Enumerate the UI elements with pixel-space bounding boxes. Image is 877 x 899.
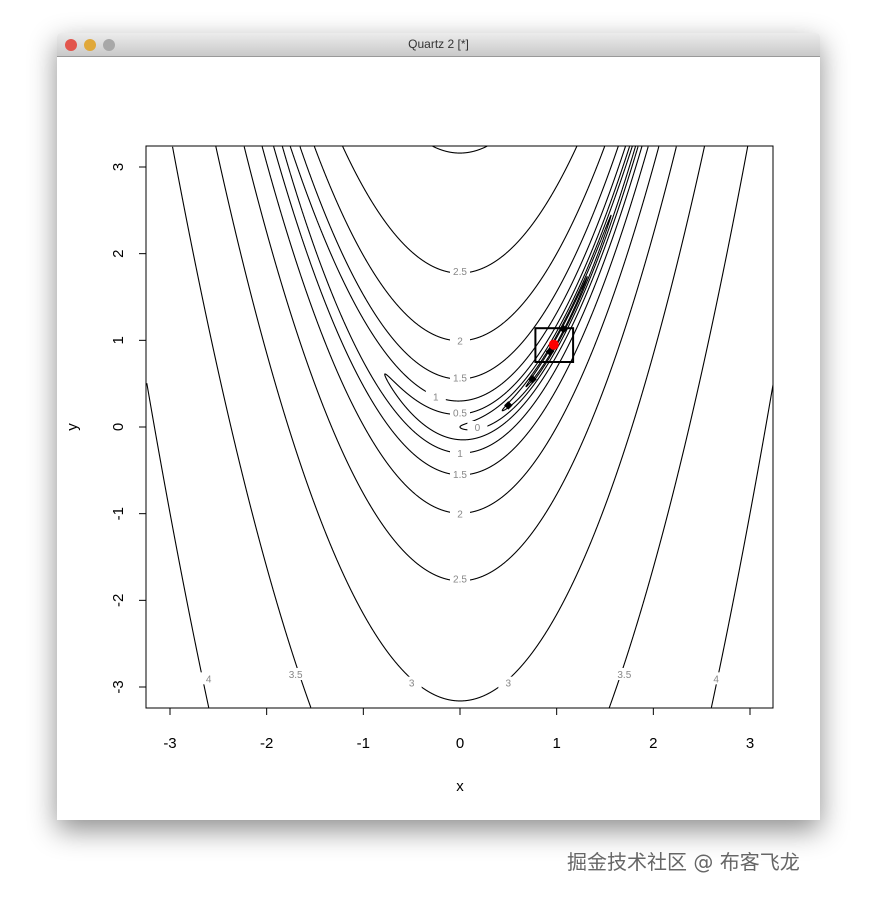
quartz-window: Quartz 2 [*] [57, 33, 820, 820]
x-tick-label: 3 [746, 735, 754, 752]
contour-label: 3.5 [617, 670, 631, 681]
contour-line [172, 146, 749, 708]
contour-label-bg [450, 264, 470, 277]
watermark: 掘金技术社区 @ 布客飞龙 [567, 850, 800, 874]
y-tick-label: 0 [110, 423, 127, 431]
contour-label-bg [706, 672, 727, 685]
path-point [528, 375, 537, 384]
y-tick-label: 2 [110, 249, 127, 257]
contour-label-bg [450, 334, 470, 347]
path-point [545, 347, 555, 356]
x-tick-label: 1 [552, 735, 560, 752]
contour-line [215, 146, 706, 702]
contour-label-bg [401, 676, 422, 689]
title-bar: Quartz 2 [*] [57, 33, 820, 57]
contour-label-bg [450, 371, 470, 384]
contour-label: 1.5 [453, 470, 467, 481]
contour-label: 3 [506, 679, 512, 690]
contour-label: 2.5 [453, 575, 467, 586]
contour-label-bg [614, 668, 635, 681]
contour-label: 0.5 [453, 408, 467, 419]
contour-label: 3.5 [289, 670, 303, 681]
contour-line [459, 146, 637, 431]
y-tick-label: 1 [110, 336, 127, 344]
y-tick-label: -2 [110, 594, 127, 607]
window-title: Quartz 2 [*] [408, 37, 469, 51]
contour-label: 4 [713, 674, 719, 685]
contour-label-bg [450, 406, 470, 419]
contour-label: 2 [457, 510, 463, 521]
contour-label: 2.5 [453, 267, 467, 278]
minimize-button[interactable] [84, 39, 96, 51]
highlight-box [534, 327, 575, 363]
x-tick-label: -3 [163, 735, 176, 752]
x-tick-label: -1 [357, 735, 370, 752]
x-tick-label: 0 [456, 735, 464, 752]
contour-label: 1.5 [453, 374, 467, 385]
y-tick-label: -3 [110, 680, 127, 693]
x-axis-label: x [456, 778, 464, 795]
contour-line [501, 214, 612, 412]
contour-line [384, 146, 639, 441]
y-axis-label: y [64, 423, 81, 431]
contour-label: 1 [457, 449, 463, 460]
y-tick-label: -1 [110, 507, 127, 520]
contour-label-bg [467, 421, 488, 433]
contour-label-bg [425, 390, 446, 403]
contour-label: 2 [457, 336, 463, 347]
path-point [504, 401, 513, 410]
optimum-point [548, 339, 559, 350]
x-tick-label: -2 [260, 735, 273, 752]
x-tick-label: 2 [649, 735, 657, 752]
contour-label: 0 [475, 423, 481, 434]
contour-label-bg [198, 672, 219, 685]
zoom-button[interactable] [103, 39, 115, 51]
y-tick-label: 3 [110, 163, 127, 171]
contour-label-bg [450, 447, 470, 460]
contour-label-bg [450, 572, 470, 585]
contour-line [525, 276, 588, 388]
contour-label: 1 [433, 393, 439, 404]
contour-label-bg [285, 668, 306, 681]
contour-label: 3 [409, 679, 415, 690]
contour-label-bg [450, 507, 470, 520]
contour-label-bg [450, 467, 470, 480]
contour-line [146, 383, 773, 708]
contour-label: 4 [206, 674, 212, 685]
contour-label-bg [498, 676, 519, 689]
close-button[interactable] [65, 39, 77, 51]
